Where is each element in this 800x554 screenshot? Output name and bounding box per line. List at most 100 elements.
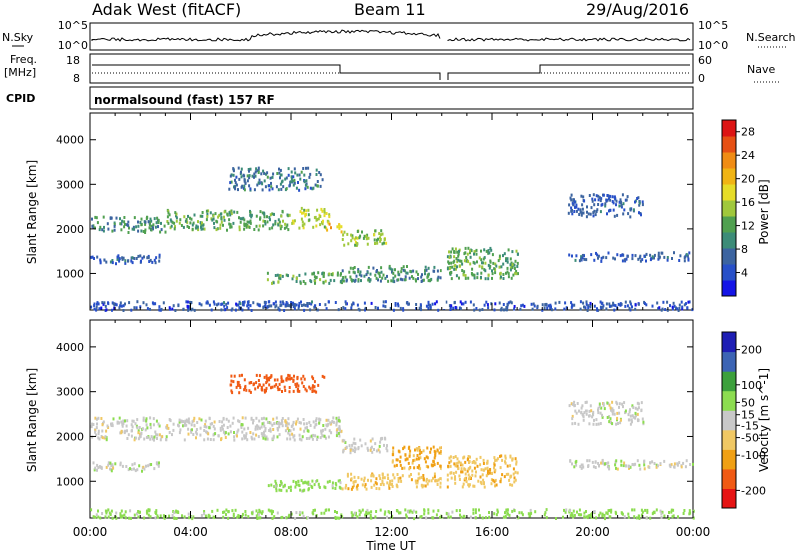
echo-cell xyxy=(95,433,98,437)
echo-cell xyxy=(509,266,512,270)
echo-cell xyxy=(530,302,533,306)
echo-cell xyxy=(322,424,325,427)
echo-cell xyxy=(436,483,439,486)
colorbar-swatch xyxy=(722,449,736,470)
echo-cell xyxy=(106,424,109,428)
echo-cell xyxy=(311,390,314,393)
echo-cell xyxy=(263,416,265,420)
echo-cell xyxy=(248,184,251,188)
colorbar-swatch xyxy=(722,410,736,431)
echo-cell xyxy=(592,465,595,469)
echo-cell xyxy=(670,510,673,514)
echo-cell xyxy=(130,467,133,471)
echo-cell xyxy=(490,302,493,306)
echo-cell xyxy=(502,515,505,519)
echo-cell xyxy=(177,304,180,308)
echo-cell xyxy=(234,508,237,512)
echo-cell xyxy=(507,248,510,252)
echo-cell xyxy=(180,420,183,424)
echo-cell xyxy=(579,465,582,469)
echo-cell xyxy=(249,213,252,217)
echo-cell xyxy=(127,224,130,228)
echo-cell xyxy=(126,223,128,227)
echo-cell xyxy=(459,463,462,467)
echo-cell xyxy=(487,306,490,310)
echo-cell xyxy=(375,482,378,486)
echo-cell xyxy=(318,485,321,489)
echo-cell xyxy=(377,306,379,310)
echo-cell xyxy=(280,481,283,485)
echo-cell xyxy=(615,422,618,426)
echo-cell xyxy=(449,271,451,275)
echo-cell xyxy=(219,428,222,432)
echo-cell xyxy=(463,252,466,256)
echo-cell xyxy=(268,227,271,231)
echo-cell xyxy=(223,308,226,312)
colorbar-swatch xyxy=(722,429,736,450)
echo-cell xyxy=(284,429,287,433)
echo-cell xyxy=(266,175,269,179)
echo-cell xyxy=(142,465,145,469)
echo-cell xyxy=(382,273,385,277)
echo-cell xyxy=(130,259,133,263)
echo-cell xyxy=(600,197,603,201)
echo-cell xyxy=(512,467,515,471)
echo-cell xyxy=(147,256,150,259)
echo-cell xyxy=(498,257,501,261)
echo-cell xyxy=(424,265,427,269)
echo-cell xyxy=(263,211,265,215)
echo-cell xyxy=(487,469,490,473)
echo-cell xyxy=(626,254,629,258)
echo-cell xyxy=(231,391,234,395)
echo-cell xyxy=(475,248,478,252)
echo-cell xyxy=(643,254,646,258)
echo-cell xyxy=(374,481,377,485)
echo-cell xyxy=(586,309,589,312)
echo-cell xyxy=(661,510,664,514)
echo-cell xyxy=(637,514,640,518)
echo-cell xyxy=(606,465,609,469)
echo-cell xyxy=(293,438,296,442)
echo-cell xyxy=(256,427,259,431)
echo-cell xyxy=(317,271,320,275)
echo-cell xyxy=(533,304,536,308)
echo-cell xyxy=(387,279,390,283)
echo-cell xyxy=(415,447,418,451)
echo-cell xyxy=(602,402,605,406)
echo-cell xyxy=(436,269,439,273)
echo-cell xyxy=(493,480,496,484)
echo-cell xyxy=(392,308,395,312)
echo-cell xyxy=(272,223,275,227)
echo-cell xyxy=(265,172,267,176)
echo-cell xyxy=(130,434,133,438)
echo-cell xyxy=(639,259,642,263)
echo-cell xyxy=(311,479,314,483)
echo-cell xyxy=(156,433,159,437)
echo-cell xyxy=(475,307,478,310)
echo-cell xyxy=(625,198,628,202)
echo-cell xyxy=(479,463,482,467)
echo-cell xyxy=(148,509,151,513)
echo-cell xyxy=(263,388,266,392)
echo-cell xyxy=(574,421,577,425)
echo-cell xyxy=(271,516,274,520)
echo-cell xyxy=(619,303,622,307)
echo-cell xyxy=(381,232,384,236)
echo-cell xyxy=(476,272,479,276)
echo-cell xyxy=(315,419,317,423)
echo-cell xyxy=(269,509,272,513)
echo-cell xyxy=(502,273,505,276)
echo-cell xyxy=(276,378,279,382)
echo-cell xyxy=(252,432,255,436)
echo-cell xyxy=(395,509,398,512)
echo-cell xyxy=(277,306,280,310)
nave-tick-top: 60 xyxy=(698,54,712,67)
echo-cell xyxy=(534,510,537,514)
echo-cell xyxy=(136,512,138,516)
echo-cell xyxy=(308,420,311,424)
echo-cell xyxy=(638,463,641,467)
echo-cell xyxy=(427,508,430,512)
echo-cell xyxy=(313,389,316,393)
echo-cell xyxy=(238,514,240,518)
echo-cell xyxy=(593,258,596,262)
